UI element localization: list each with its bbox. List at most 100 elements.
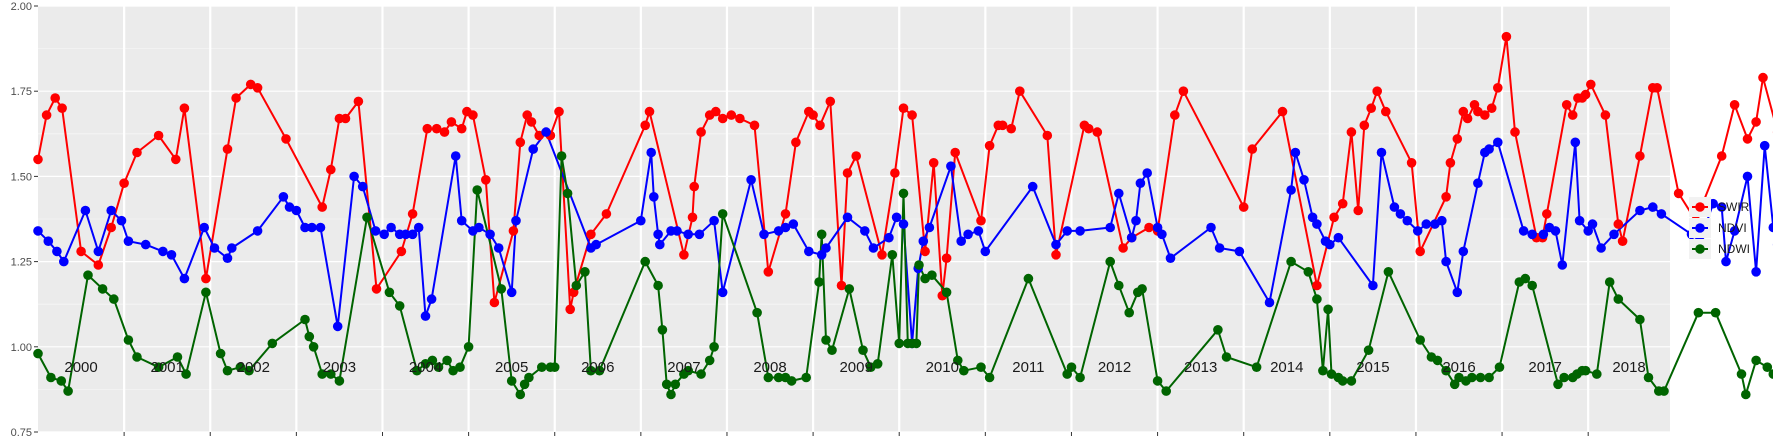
data-point-ndwi [442,355,452,366]
data-point-ndwi [786,376,797,386]
data-point-swir [941,253,952,263]
data-point-ndwi [704,355,715,366]
data-point-swir [481,175,491,185]
data-point-swir [1716,151,1727,161]
data-point-ndwi [56,376,67,386]
data-point-ndvi [980,246,991,257]
data-point-ndvi [456,215,467,226]
data-point-ndwi [959,365,969,376]
data-point-swir [726,110,737,120]
data-point-ndvi [1716,202,1727,212]
data-point-ndwi [384,287,395,298]
data-point-ndvi [1493,137,1503,148]
data-point-ndvi [33,226,43,236]
data-point-ndwi [640,256,650,267]
data-point-swir [1729,100,1740,110]
data-point-swir [554,106,564,117]
data-point-ndvi [252,226,263,236]
data-point-swir [1652,83,1662,93]
data-point-ndwi [317,369,328,379]
data-point-swir [825,96,836,107]
data-point-ndwi [1762,362,1773,373]
year-label: 2017 [1528,359,1561,376]
data-point-swir [489,297,500,308]
data-point-ndvi [1290,147,1301,158]
data-point-ndwi [1635,314,1645,325]
data-point-swir [1346,127,1357,137]
data-point-swir [1758,72,1768,83]
year-label: 2002 [237,359,270,376]
data-point-ndvi [1648,202,1658,212]
data-point-ndwi [524,372,534,383]
data-point-ndvi [541,127,551,137]
data-point-swir [468,110,478,120]
data-point-ndwi [1114,280,1124,291]
data-point-ndwi [1137,284,1147,294]
data-point-swir [984,140,995,151]
data-point-ndvi [918,236,929,246]
data-point-swir [353,96,364,107]
data-point-ndwi [308,342,319,352]
data-point-ndwi [1441,365,1451,376]
data-point-swir [93,260,104,270]
major-gridlines [38,5,1670,436]
data-point-ndwi [549,362,560,373]
year-label: 2014 [1270,359,1303,376]
data-point-ndwi [63,386,73,396]
data-point-swir [396,246,407,257]
data-point-swir [317,202,328,212]
data-point-swir [515,137,526,148]
data-point-swir [815,120,825,131]
data-point-ndvi [278,192,289,202]
data-point-ndvi [946,161,956,171]
data-point-swir [687,212,698,223]
data-point-swir [1353,205,1363,216]
data-point-swir [1329,212,1339,223]
data-point-ndwi [894,338,904,349]
data-point-swir [1042,130,1053,141]
data-point-ndvi [43,236,54,246]
data-point-ndwi [33,348,43,359]
data-point-ndwi [496,284,507,294]
data-point-swir [928,158,939,168]
data-point-ndwi [752,307,762,318]
data-point-ndvi [1325,239,1335,250]
data-point-ndwi [1553,379,1563,390]
legend: SWIR NDVI NDWI [1689,197,1750,259]
data-point-ndvi [199,222,209,233]
data-point-ndwi [1643,372,1654,383]
data-point-ndwi [244,365,254,376]
data-point-swir [976,215,986,226]
data-point-ndwi [1105,256,1115,267]
data-point-ndwi [821,335,831,345]
data-point-ndvi [80,205,91,216]
data-point-ndwi [1710,307,1721,318]
data-point-ndvi [450,151,461,161]
year-label: 2006 [581,359,614,376]
data-point-ndwi [1383,267,1394,277]
data-point-ndvi [1441,256,1451,267]
data-point-ndvi [646,147,656,158]
data-point-ndvi [1299,175,1309,185]
data-point-ndvi [1131,215,1141,226]
legend-label-swir: SWIR [1718,200,1750,214]
data-point-ndvi [1721,256,1731,267]
data-point-ndvi [407,229,418,240]
data-point-swir [371,284,382,294]
data-point-ndvi [123,236,134,246]
data-point-ndvi [506,287,517,298]
data-point-ndwi [887,250,898,260]
data-point-ndvi [1264,297,1275,308]
data-point-ndwi [814,277,824,287]
data-point-swir [231,93,241,103]
year-label: 2010 [926,359,959,376]
data-point-ndvi [653,229,663,240]
data-point-swir [456,123,467,134]
data-point-swir [422,123,433,134]
legend-label-ndwi: NDWI [1718,242,1750,256]
data-point-swir [1458,106,1469,117]
data-point-ndwi [109,294,119,304]
data-point-ndvi [1538,229,1549,240]
data-point-ndwi [235,362,246,373]
data-point-ndvi [379,229,390,240]
